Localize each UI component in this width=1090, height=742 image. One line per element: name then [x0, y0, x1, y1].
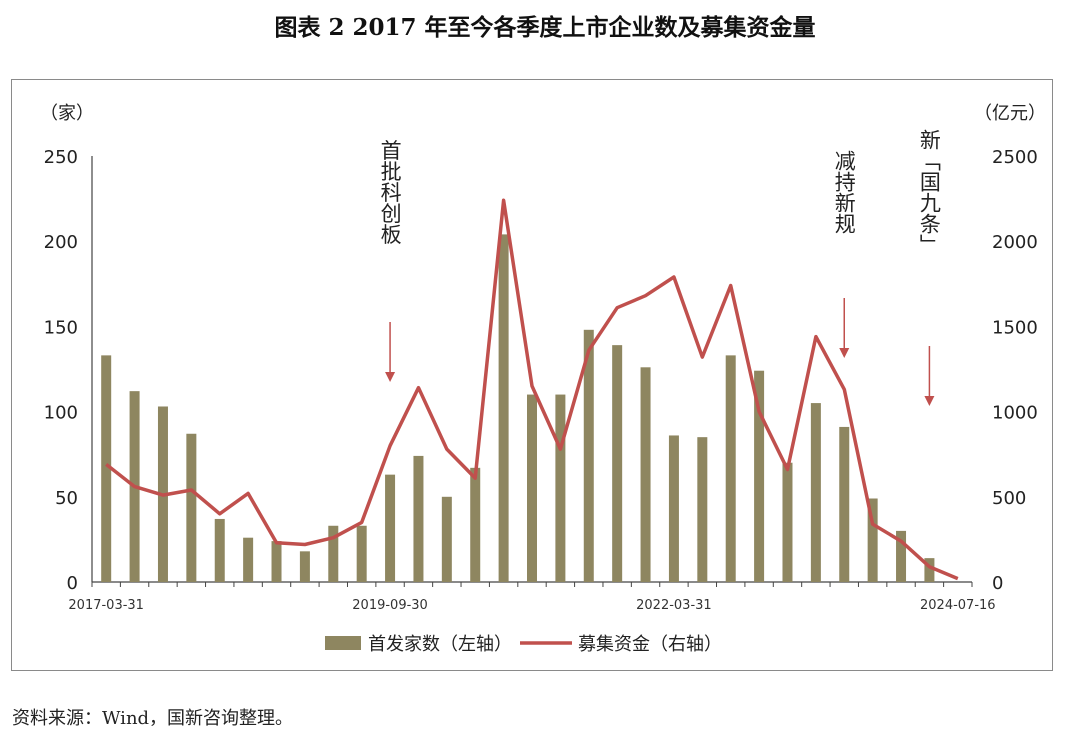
legend: 首发家数（左轴） 募集资金（右轴） — [325, 634, 722, 655]
bar — [867, 498, 878, 582]
bar — [782, 462, 793, 582]
bar — [697, 437, 708, 582]
left-tick-label: 100 — [44, 403, 78, 424]
bar — [271, 541, 282, 582]
annotation: 减持新规 — [832, 150, 856, 358]
right-axis-unit: （亿元） — [974, 103, 1046, 124]
x-tick-label: 2024-07-16 — [920, 598, 996, 613]
funding-line — [105, 198, 959, 581]
x-tick-label: 2022-03-31 — [636, 598, 712, 613]
right-tick-label: 500 — [992, 488, 1026, 509]
bar — [527, 394, 537, 582]
annotation: 首批科创板 — [378, 140, 402, 382]
bar — [101, 355, 112, 582]
annotation-arrow-head — [839, 348, 850, 358]
legend-bar-swatch — [325, 636, 361, 650]
right-tick-label: 2500 — [992, 147, 1038, 168]
bar — [214, 518, 225, 582]
left-tick-label: 0 — [67, 573, 78, 594]
chart-frame — [11, 79, 1053, 671]
left-tick-label: 200 — [44, 232, 78, 253]
bar — [413, 455, 424, 582]
bar — [356, 525, 367, 582]
annotation-label: 首批科创板 — [378, 140, 402, 245]
right-tick-label: 0 — [992, 573, 1003, 594]
annotation-arrow-head — [385, 372, 396, 382]
bar — [810, 403, 821, 582]
bar — [385, 474, 396, 582]
annotation-label: 新「国九条」 — [917, 129, 941, 255]
bar — [186, 433, 197, 582]
legend-bar-label: 首发家数（左轴） — [368, 634, 512, 655]
annotation-arrow-head — [924, 396, 935, 406]
left-tick-label: 150 — [44, 317, 78, 338]
annotation-label: 减持新规 — [832, 150, 856, 234]
bar — [754, 370, 765, 582]
legend-line-label: 募集资金（右轴） — [578, 634, 722, 655]
bar — [725, 355, 736, 582]
bar — [668, 435, 679, 582]
bar — [612, 345, 623, 582]
bar — [839, 426, 850, 582]
left-tick-label: 250 — [44, 147, 78, 168]
bar — [243, 537, 254, 582]
left-tick-label: 50 — [55, 488, 78, 509]
right-tick-label: 1500 — [992, 317, 1038, 338]
bar — [328, 525, 339, 582]
x-tick-label: 2019-09-30 — [352, 598, 428, 613]
annotation: 新「国九条」 — [917, 129, 941, 406]
annotations: 首批科创板 减持新规 新「国九条」 — [378, 129, 941, 406]
bar — [299, 551, 310, 582]
chart-title: 图表 2 2017 年至今各季度上市企业数及募集资金量 — [274, 14, 816, 41]
bar — [896, 530, 907, 582]
bar — [640, 367, 651, 582]
right-tick-label: 1000 — [992, 403, 1038, 424]
bar — [555, 394, 566, 582]
bar — [498, 234, 509, 582]
bar — [441, 496, 452, 582]
left-axis-unit: （家） — [40, 103, 94, 124]
bar — [583, 329, 594, 582]
bar — [924, 558, 935, 582]
bar — [470, 467, 481, 582]
line-series — [105, 198, 959, 581]
x-tick-label: 2017-03-31 — [68, 598, 144, 613]
right-tick-label: 2000 — [992, 232, 1038, 253]
source-note: 资料来源：Wind，国新咨询整理。 — [12, 708, 294, 729]
